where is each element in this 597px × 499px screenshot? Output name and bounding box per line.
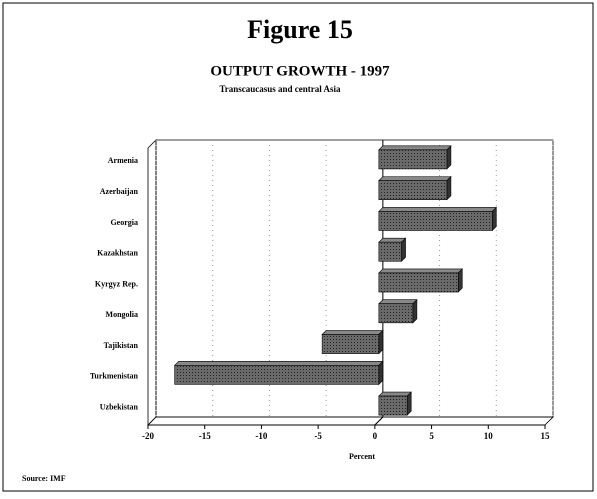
x-tick-label: -10 bbox=[255, 431, 267, 441]
bar bbox=[378, 211, 493, 231]
y-tick-label: Turkmenistan bbox=[90, 372, 139, 381]
bar-top bbox=[378, 299, 418, 305]
bar-top bbox=[321, 330, 384, 335]
bar-side bbox=[446, 175, 452, 201]
zero-line bbox=[374, 416, 384, 426]
bar-side bbox=[401, 237, 406, 262]
bar bbox=[378, 180, 448, 201]
bar bbox=[378, 395, 408, 416]
bar-side bbox=[457, 268, 463, 293]
bar-top bbox=[378, 176, 452, 181]
chart-title: Figure 15 bbox=[247, 15, 353, 44]
floor bbox=[147, 416, 554, 426]
bar bbox=[378, 241, 402, 262]
x-tick-label: 15 bbox=[541, 431, 551, 441]
bar bbox=[378, 149, 448, 170]
bar bbox=[378, 272, 459, 293]
bar-side bbox=[406, 391, 412, 416]
y-tick-label: Tajikistan bbox=[104, 341, 139, 350]
bar-side bbox=[446, 145, 452, 170]
bar-top bbox=[378, 145, 452, 151]
bar-top bbox=[378, 207, 498, 212]
chart-subtitle: OUTPUT GROWTH - 1997 bbox=[210, 63, 390, 79]
y-tick-label: Uzbekistan bbox=[100, 402, 139, 411]
y-tick-label: Kazakhstan bbox=[97, 249, 138, 258]
x-tick-label: 5 bbox=[429, 431, 434, 441]
y-tick-label: Azerbaijan bbox=[100, 187, 139, 196]
bar-top bbox=[378, 268, 463, 274]
y-tick-label: Armenia bbox=[108, 156, 138, 165]
bar-top bbox=[378, 237, 407, 243]
y-tick-label: Georgia bbox=[110, 218, 138, 227]
bar bbox=[378, 303, 414, 324]
x-tick-label: 10 bbox=[484, 431, 494, 441]
bar-top bbox=[378, 391, 412, 397]
y-tick-label: Mongolia bbox=[106, 310, 138, 319]
bar-side bbox=[378, 329, 384, 355]
chart-caption: Transcaucasus and central Asia bbox=[219, 84, 341, 94]
bar bbox=[321, 334, 380, 354]
bar-side bbox=[412, 299, 418, 324]
source: Source: IMF bbox=[22, 474, 66, 483]
bar bbox=[174, 364, 380, 385]
left-wall bbox=[147, 139, 157, 426]
x-tick-label: 0 bbox=[373, 431, 378, 441]
x-axis-label: Percent bbox=[349, 452, 375, 461]
x-tick-label: -20 bbox=[142, 431, 154, 441]
frame bbox=[2, 2, 594, 492]
bar-side bbox=[378, 360, 384, 386]
y-tick-label: Kyrgyz Rep. bbox=[95, 279, 138, 288]
bar-top bbox=[173, 360, 384, 366]
x-tick-label: -15 bbox=[199, 431, 211, 441]
x-tick-label: -5 bbox=[314, 431, 322, 441]
bar-side bbox=[491, 206, 497, 232]
